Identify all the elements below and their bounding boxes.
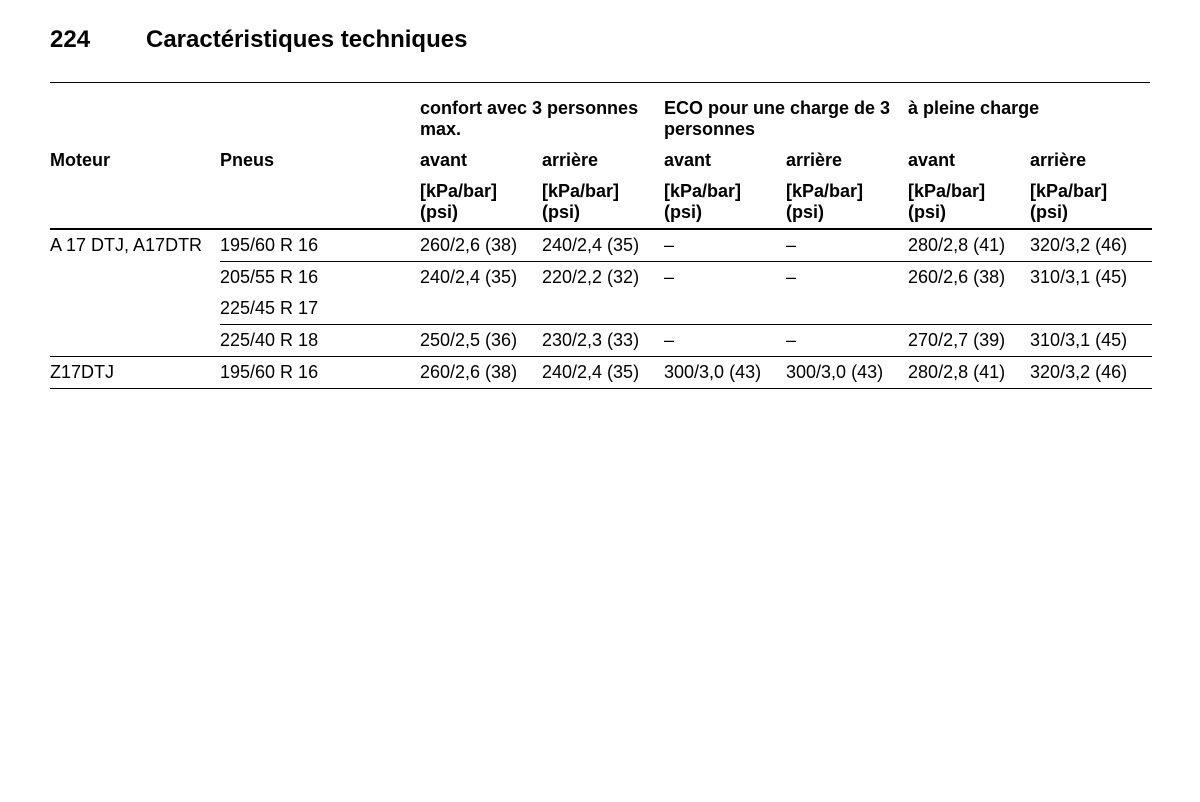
col-arriere-2: arrière <box>786 145 908 176</box>
cell-pneus: 195/60 R 16 <box>220 229 420 262</box>
cell-value: 260/2,6 (38) <box>420 357 542 389</box>
header-divider <box>50 82 1150 83</box>
cell-value: 270/2,7 (39) <box>908 325 1030 357</box>
cell-value: 300/3,0 (43) <box>786 357 908 389</box>
cell-value: 240/2,4 (35) <box>420 262 542 294</box>
col-group-full: à pleine charge <box>908 93 1152 145</box>
unit-2: [kPa/bar] (psi) <box>542 176 664 229</box>
cell-value: 300/3,0 (43) <box>664 357 786 389</box>
page-header: 224 Caractéristiques techniques <box>50 26 1150 66</box>
cell-value <box>1030 293 1152 325</box>
cell-value: 310/3,1 (45) <box>1030 262 1152 294</box>
unit-6: [kPa/bar] (psi) <box>1030 176 1152 229</box>
table-row: 225/45 R 17 <box>50 293 1152 325</box>
cell-value: 280/2,8 (41) <box>908 357 1030 389</box>
tyre-pressure-table: confort avec 3 personnes max. ECO pour u… <box>50 93 1152 389</box>
col-arriere-3: arrière <box>1030 145 1152 176</box>
col-avant-1: avant <box>420 145 542 176</box>
cell-value: 320/3,2 (46) <box>1030 357 1152 389</box>
cell-value: 280/2,8 (41) <box>908 229 1030 262</box>
cell-value <box>908 293 1030 325</box>
cell-pneus: 225/40 R 18 <box>220 325 420 357</box>
cell-value: 220/2,2 (32) <box>542 262 664 294</box>
col-avant-2: avant <box>664 145 786 176</box>
cell-value: – <box>664 262 786 294</box>
page-title: Caractéristiques techniques <box>146 26 467 54</box>
cell-value: 260/2,6 (38) <box>420 229 542 262</box>
col-group-eco: ECO pour une charge de 3 personnes <box>664 93 908 145</box>
cell-value: – <box>664 229 786 262</box>
cell-value: – <box>786 262 908 294</box>
cell-value: 250/2,5 (36) <box>420 325 542 357</box>
table-row: A 17 DTJ, A17DTR 195/60 R 16 260/2,6 (38… <box>50 229 1152 262</box>
cell-value: – <box>786 325 908 357</box>
cell-value: 230/2,3 (33) <box>542 325 664 357</box>
table-row: 205/55 R 16 240/2,4 (35) 220/2,2 (32) – … <box>50 262 1152 294</box>
table-row: Z17DTJ 195/60 R 16 260/2,6 (38) 240/2,4 … <box>50 357 1152 389</box>
cell-value: 260/2,6 (38) <box>908 262 1030 294</box>
cell-moteur <box>50 262 220 294</box>
col-avant-3: avant <box>908 145 1030 176</box>
cell-value: 320/3,2 (46) <box>1030 229 1152 262</box>
cell-value: – <box>786 229 908 262</box>
col-pneus: Pneus <box>220 145 420 176</box>
col-group-confort: confort avec 3 personnes max. <box>420 93 664 145</box>
header-row-units: [kPa/bar] (psi) [kPa/bar] (psi) [kPa/bar… <box>50 176 1152 229</box>
cell-value: 310/3,1 (45) <box>1030 325 1152 357</box>
cell-moteur: Z17DTJ <box>50 357 220 389</box>
cell-value: 240/2,4 (35) <box>542 229 664 262</box>
table-row: 225/40 R 18 250/2,5 (36) 230/2,3 (33) – … <box>50 325 1152 357</box>
page-number: 224 <box>50 26 146 54</box>
cell-pneus: 225/45 R 17 <box>220 293 420 325</box>
cell-moteur <box>50 325 220 357</box>
unit-5: [kPa/bar] (psi) <box>908 176 1030 229</box>
cell-value: 240/2,4 (35) <box>542 357 664 389</box>
cell-value <box>664 293 786 325</box>
col-arriere-1: arrière <box>542 145 664 176</box>
unit-1: [kPa/bar] (psi) <box>420 176 542 229</box>
cell-value <box>542 293 664 325</box>
unit-4: [kPa/bar] (psi) <box>786 176 908 229</box>
col-moteur: Moteur <box>50 145 220 176</box>
cell-value: – <box>664 325 786 357</box>
cell-value <box>786 293 908 325</box>
cell-pneus: 195/60 R 16 <box>220 357 420 389</box>
unit-3: [kPa/bar] (psi) <box>664 176 786 229</box>
cell-moteur: A 17 DTJ, A17DTR <box>50 229 220 262</box>
cell-pneus: 205/55 R 16 <box>220 262 420 294</box>
header-row-position: Moteur Pneus avant arrière avant arrière… <box>50 145 1152 176</box>
header-row-groups: confort avec 3 personnes max. ECO pour u… <box>50 93 1152 145</box>
cell-moteur <box>50 293 220 325</box>
cell-value <box>420 293 542 325</box>
